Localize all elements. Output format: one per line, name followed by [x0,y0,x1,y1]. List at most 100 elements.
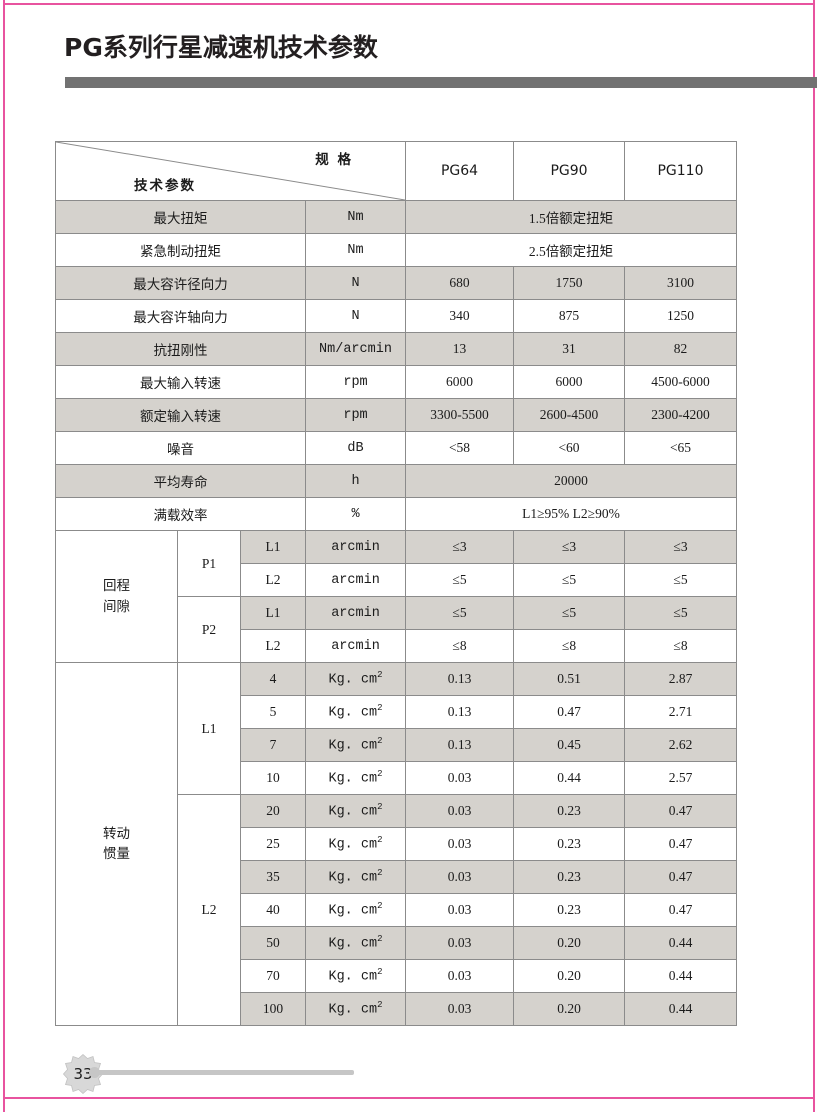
spec-axis-label: 规 格 [315,152,353,168]
row-value-3: 2.62 [624,728,737,762]
row-value-3: 0.47 [624,893,737,927]
row-value-1: <58 [405,431,514,465]
row-value-3: 82 [624,332,737,366]
row-label: 最大扭矩 [55,200,306,234]
row-value-2: 6000 [513,365,625,399]
inertia-stage-label: L1 [177,662,241,795]
table-row: 回程 间隙 P1 L1 arcmin ≤3 ≤3 ≤3 [55,530,737,663]
header-corner-cell: 规 格技术参数 [55,141,406,201]
row-value-2: ≤5 [513,563,625,597]
table-row: 抗扭刚性 Nm/arcmin 13 31 82 [55,332,737,366]
row-unit: Kg. cm2 [305,695,406,729]
row-value-2: 0.20 [513,992,625,1026]
row-value-3: <65 [624,431,737,465]
row-value-3: 0.47 [624,860,737,894]
row-label: 噪音 [55,431,306,465]
row-unit: % [305,497,406,531]
row-value-1: 0.03 [405,893,514,927]
row-unit: rpm [305,398,406,432]
row-value-1: ≤5 [405,563,514,597]
row-value-1: 0.03 [405,926,514,960]
page-title: PG系列行星减速机技术参数 [64,33,378,62]
title-rule [65,77,817,88]
row-value-2: 2600-4500 [513,398,625,432]
inertia-ratio-label: 100 [240,992,306,1026]
row-value-merged: 20000 [405,464,737,498]
row-value-1: 0.13 [405,728,514,762]
row-value-3: ≤8 [624,629,737,663]
row-unit: Kg. cm2 [305,860,406,894]
row-value-1: 3300-5500 [405,398,514,432]
group-label-backlash: 回程 间隙 [55,530,178,663]
row-value-merged: L1≥95% L2≥90% [405,497,737,531]
row-value-2: <60 [513,431,625,465]
row-value-2: 0.20 [513,926,625,960]
row-value-1: 0.03 [405,761,514,795]
table-row: 额定输入转速 rpm 3300-5500 2600-4500 2300-4200 [55,398,737,432]
row-unit: arcmin [305,530,406,564]
table-row: 最大输入转速 rpm 6000 6000 4500-6000 [55,365,737,399]
table-row: 最大扭矩 Nm 1.5倍额定扭矩 [55,200,737,234]
row-value-3: ≤3 [624,530,737,564]
inertia-ratio-label: 70 [240,959,306,993]
footer-line [96,1070,354,1075]
row-unit: Kg. cm2 [305,662,406,696]
row-value-1: ≤5 [405,596,514,630]
inertia-ratio-label: 40 [240,893,306,927]
page-number-badge: 33 [62,1053,104,1095]
row-value-3: 3100 [624,266,737,300]
row-unit: dB [305,431,406,465]
backlash-precision-label: P1 [177,530,241,597]
row-unit: Kg. cm2 [305,992,406,1026]
row-value-2: 0.23 [513,893,625,927]
row-value-2: 31 [513,332,625,366]
row-unit: Nm/arcmin [305,332,406,366]
row-unit: Kg. cm2 [305,827,406,861]
table-row: 25 Kg. cm2 0.03 0.23 0.47 [56,827,737,861]
row-value-1: ≤3 [405,530,514,564]
row-value-2: 0.47 [513,695,625,729]
row-value-1: 0.03 [405,827,514,861]
backlash-precision-label: P2 [177,596,241,663]
row-value-2: 875 [513,299,625,333]
table-row: 转动 惯量 L1 4 Kg. cm2 0.13 0.51 2.87 [55,662,737,1026]
row-value-2: 1750 [513,266,625,300]
table-row: 7 Kg. cm2 0.13 0.45 2.62 [56,728,737,762]
row-value-1: 0.13 [405,662,514,696]
row-value-3: ≤5 [624,563,737,597]
row-label: 满载效率 [55,497,306,531]
inertia-ratio-label: 20 [240,794,306,828]
backlash-stage-label: L1 [240,530,306,564]
footer-dot [89,1067,100,1078]
table-row: L2 arcmin ≤8 ≤8 ≤8 [56,629,737,663]
inertia-ratio-label: 10 [240,761,306,795]
group-label-inertia: 转动 惯量 [55,662,178,1026]
row-value-3: ≤5 [624,596,737,630]
row-value-2: 0.23 [513,860,625,894]
row-value-1: 680 [405,266,514,300]
backlash-stage-label: L2 [240,563,306,597]
row-value-1: 13 [405,332,514,366]
table-row: 紧急制动扭矩 Nm 2.5倍额定扭矩 [55,233,737,267]
page-border-bottom [3,1097,815,1099]
row-value-1: 340 [405,299,514,333]
row-value-2: 0.44 [513,761,625,795]
table-header-row: 规 格技术参数 PG64 PG90 PG110 [55,141,737,201]
page-number: 33 [73,1065,93,1083]
table-row: 50 Kg. cm2 0.03 0.20 0.44 [56,926,737,960]
row-value-merged: 2.5倍额定扭矩 [405,233,737,267]
param-axis-label: 技术参数 [134,178,196,194]
diagonal-divider-icon [56,142,405,200]
row-value-3: 4500-6000 [624,365,737,399]
row-value-1: 0.03 [405,959,514,993]
page-border-right [813,0,815,1112]
table-row: 40 Kg. cm2 0.03 0.23 0.47 [56,893,737,927]
row-label: 紧急制动扭矩 [55,233,306,267]
row-unit: N [305,299,406,333]
row-value-2: 0.23 [513,794,625,828]
row-value-3: 0.44 [624,926,737,960]
row-unit: Kg. cm2 [305,893,406,927]
row-value-1: ≤8 [405,629,514,663]
row-value-1: 0.03 [405,860,514,894]
row-unit: Kg. cm2 [305,794,406,828]
